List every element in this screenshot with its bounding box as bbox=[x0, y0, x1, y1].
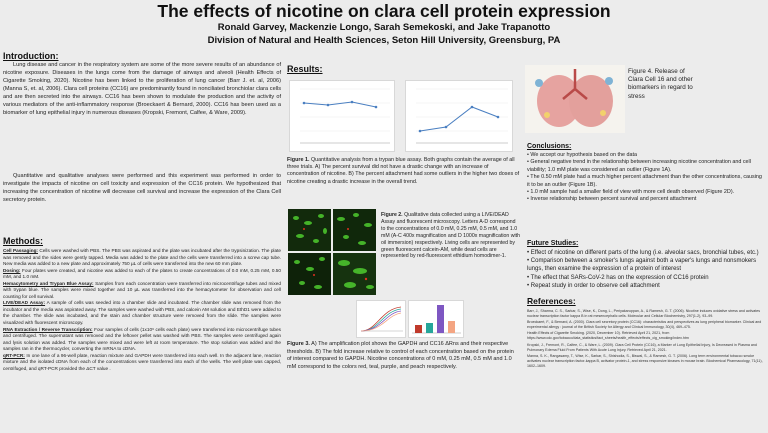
figure-3-caption: Figure 3. A) The amplification plot show… bbox=[287, 341, 514, 370]
method-item: Hemacytometry and Trypan Blue Assay: Sam… bbox=[3, 280, 281, 299]
introduction-paragraph-1: Lung disease and cancer in the respirato… bbox=[3, 62, 281, 116]
references-heading: References: bbox=[527, 296, 576, 306]
references-list: Barr, J., Sharma, C. S., Sarkar, S., Wis… bbox=[527, 309, 765, 370]
figure-1a-graph bbox=[289, 80, 395, 152]
conclusion-item: • The 0.50 mM plate had a much higher pe… bbox=[527, 174, 762, 188]
future-study-item: • Comparison between a smoker's lungs ag… bbox=[527, 258, 757, 273]
conclusion-item: • Inverse relationship between percent s… bbox=[527, 196, 697, 203]
future-studies-heading: Future Studies: bbox=[527, 240, 579, 247]
figure-1b-graph bbox=[405, 80, 513, 152]
conclusions-heading: Conclusions: bbox=[527, 143, 572, 150]
reference-item: Barr, J., Sharma, C. S., Sarkar, S., Wis… bbox=[527, 309, 761, 319]
author-list: Ronald Garvey, Mackenzie Longo, Sarah Se… bbox=[217, 22, 551, 33]
conclusion-item: • We accept our hypothesis based on the … bbox=[527, 152, 637, 158]
fluorescence-micrographs bbox=[288, 209, 376, 295]
figure-3b-bar-chart bbox=[408, 300, 464, 338]
figure-4-image bbox=[525, 65, 625, 133]
introduction-paragraph-2: Quantitative and qualitative analyses we… bbox=[3, 173, 281, 203]
conclusions-list: • We accept our hypothesis based on the … bbox=[527, 152, 763, 204]
lung-biomarker-diagram bbox=[525, 65, 625, 133]
figure-3a-amplification-plot bbox=[356, 300, 406, 338]
method-item: Cell Passaging: Cells were washed with P… bbox=[3, 248, 281, 267]
future-study-item: • The effect that SARs-CoV-2 has on the … bbox=[527, 274, 709, 281]
reference-item: Broeckaert, F., & Bernard, A. (2000). Cl… bbox=[527, 320, 762, 330]
reference-item: Health Effects of Cigarette Smoking. (20… bbox=[527, 331, 689, 341]
method-item: RNA Extraction / Reverse Transcription: … bbox=[3, 326, 281, 352]
future-study-item: • Repeat study in order to observe cell … bbox=[527, 282, 660, 289]
method-item: qRT-PCR: In one lane of a 96-well plate,… bbox=[3, 352, 281, 371]
methods-heading: Methods: bbox=[3, 236, 43, 246]
method-item: Dosing: Four plates were created, and ni… bbox=[3, 267, 281, 280]
method-item: LIVE/DEAD Assay: A sample of cells was s… bbox=[3, 300, 282, 326]
figure-2-caption: Figure 2. Qualitative data collected usi… bbox=[381, 212, 520, 260]
future-study-item: • Effect of nicotine on different parts … bbox=[527, 250, 759, 256]
fold-increase-bars bbox=[412, 305, 461, 334]
figure-1b-line-plot bbox=[416, 88, 508, 144]
poster-title: The effects of nicotine on clara cell pr… bbox=[157, 1, 611, 21]
conclusion-item: • 1.0 mM sample had a smaller field of v… bbox=[527, 189, 735, 196]
introduction-heading: Introduction: bbox=[3, 51, 59, 61]
figure-4-caption: Figure 4. Release of Clara Cell 16 and o… bbox=[628, 68, 693, 100]
methods-body: Cell Passaging: Cells were washed with P… bbox=[3, 248, 281, 372]
amplification-curves bbox=[360, 306, 403, 332]
figure-2-images bbox=[288, 209, 376, 295]
reference-item: Kropski, J., Fremont, R., Calfee, C., & … bbox=[527, 342, 757, 352]
figure-1-caption: Figure 1. Quantitative analysis from a t… bbox=[287, 157, 520, 185]
affiliation: Division of Natural and Health Sciences,… bbox=[207, 35, 561, 46]
conclusion-item: • General negative trend in the relation… bbox=[527, 159, 751, 173]
figure-1a-line-plot bbox=[300, 88, 390, 144]
reference-item: Manna, S. K., Rangasamy, T., Wise, K., S… bbox=[527, 353, 763, 368]
future-studies-list: • Effect of nicotine on different parts … bbox=[527, 249, 763, 290]
results-heading: Results: bbox=[287, 64, 323, 74]
